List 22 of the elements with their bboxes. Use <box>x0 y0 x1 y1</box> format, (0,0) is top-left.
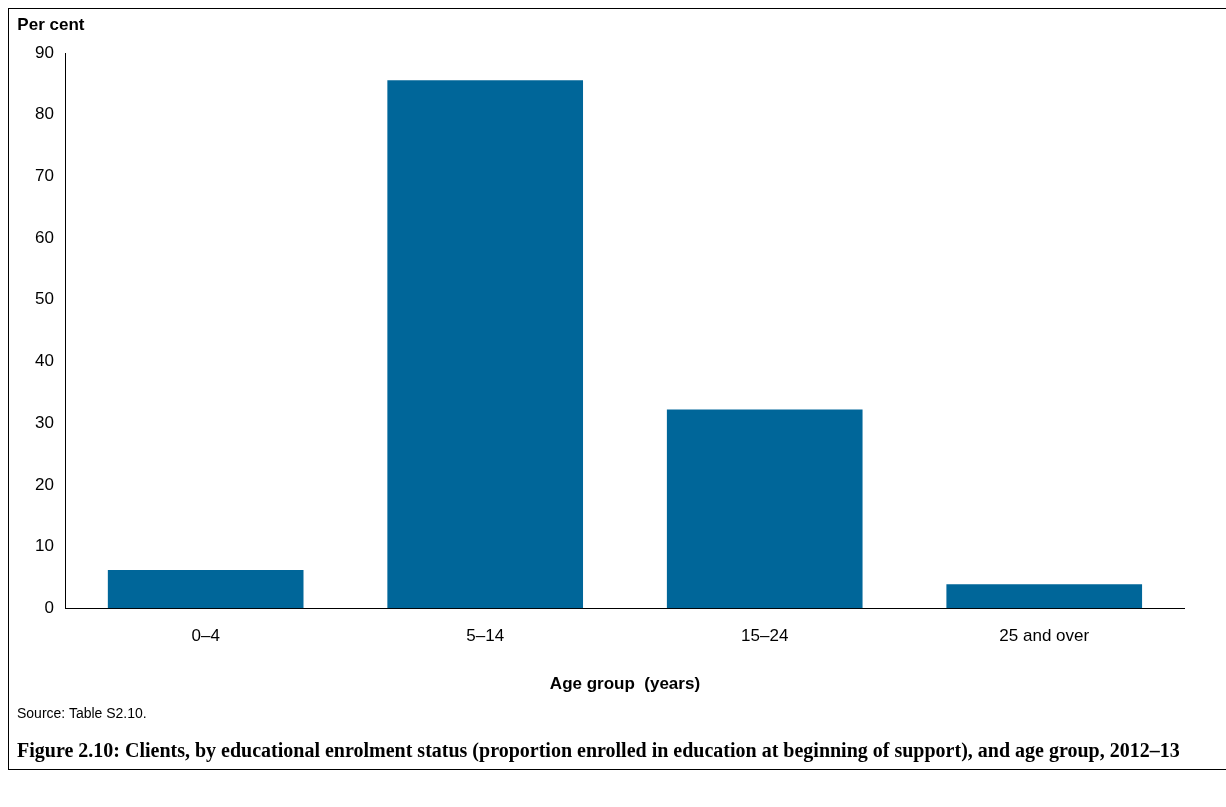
bar <box>107 569 304 609</box>
y-tick-label: 20 <box>34 474 54 494</box>
bar <box>387 80 584 609</box>
x-tick-label: 25 and over <box>999 626 1090 646</box>
source-note: Source: Table S2.10. <box>16 704 148 721</box>
y-tick-label: 10 <box>34 536 54 556</box>
y-tick-label: 60 <box>34 227 54 247</box>
y-tick-label: 50 <box>34 289 54 309</box>
x-tick-label: 15–24 <box>741 626 789 646</box>
x-axis-title: Age group (years) <box>549 674 701 694</box>
x-tick-label: 5–14 <box>466 626 505 646</box>
text: Figure 2.10: Clients, by educational enrolment status (proportion enrolled in education at beginning of support), and age group, 2012–13 <box>16 738 1181 764</box>
y-tick-label: 0 <box>44 597 54 617</box>
bar <box>666 409 863 609</box>
y-axis-title: Per cent <box>17 15 85 35</box>
y-tick-label: 90 <box>34 42 54 62</box>
y-tick-label: 30 <box>34 412 54 432</box>
bar <box>946 584 1143 609</box>
x-tick-label: 0–4 <box>191 626 220 646</box>
y-tick-label: 80 <box>34 104 54 124</box>
y-tick-label: 40 <box>34 351 54 371</box>
y-tick-label: 70 <box>34 166 54 186</box>
